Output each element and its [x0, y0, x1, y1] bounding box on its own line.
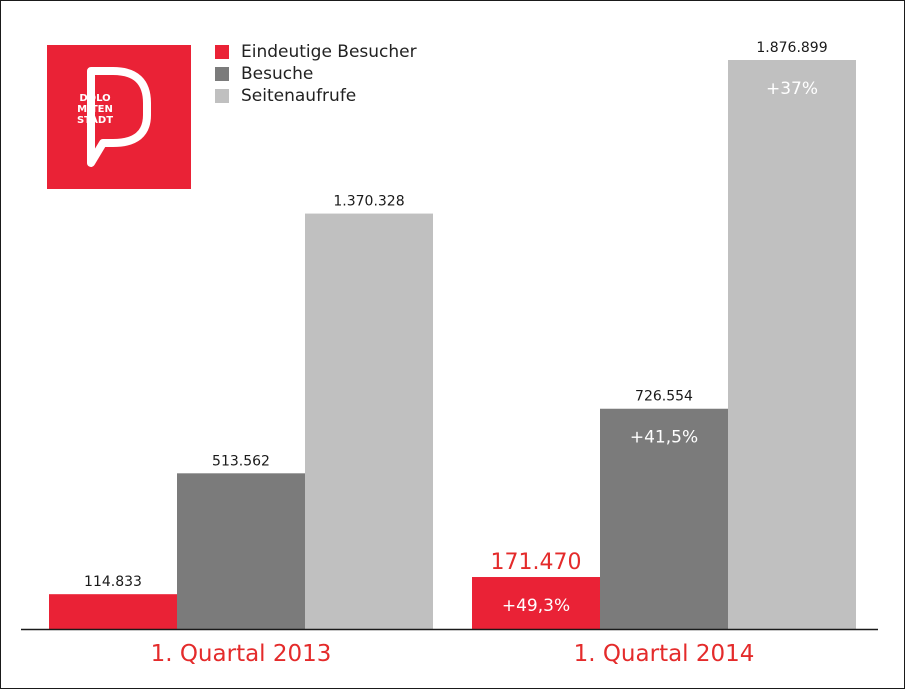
value-label-unique-visitors-2: 171.470: [491, 550, 582, 575]
legend-item-pageviews: Seitenaufrufe: [215, 85, 417, 107]
category-label-2: 1. Quartal 2014: [574, 641, 755, 667]
bar-unique-visitors-2: [472, 577, 600, 629]
legend-label-unique-visitors: Eindeutige Besucher: [241, 42, 417, 62]
value-label-pageviews-2: 1.876.899: [756, 40, 827, 56]
legend-label-pageviews: Seitenaufrufe: [241, 86, 357, 106]
legend-swatch-unique-visitors: [215, 45, 229, 59]
bar-pageviews-2: [728, 60, 856, 630]
legend-item-unique-visitors: Eindeutige Besucher: [215, 41, 417, 63]
value-label-visits-1: 513.562: [212, 453, 270, 469]
logo-text-line-2: MITEN: [77, 104, 113, 115]
legend-label-visits: Besuche: [241, 64, 314, 84]
dolomitenstadt-logo-icon: [47, 45, 191, 189]
value-label-unique-visitors-1: 114.833: [84, 574, 142, 590]
logo-text: DOLO MITEN STADT: [55, 93, 135, 126]
value-label-pageviews-1: 1.370.328: [333, 194, 404, 210]
bar-unique-visitors-1: [49, 594, 177, 629]
change-label-pageviews-2: +37%: [766, 79, 818, 99]
change-label-visits-2: +41,5%: [630, 428, 698, 448]
legend: Eindeutige Besucher Besuche Seitenaufruf…: [215, 41, 417, 107]
bar-visits-1: [177, 473, 305, 629]
dolomitenstadt-logo: DOLO MITEN STADT: [47, 45, 191, 189]
bar-visits-2: [600, 408, 728, 629]
change-label-unique-visitors-2: +49,3%: [502, 596, 570, 616]
value-label-visits-2: 726.554: [635, 389, 693, 405]
legend-swatch-visits: [215, 67, 229, 81]
legend-swatch-pageviews: [215, 89, 229, 103]
logo-text-line-3: STADT: [76, 115, 114, 126]
category-label-1: 1. Quartal 2013: [151, 641, 332, 667]
bar-pageviews-1: [305, 213, 433, 629]
logo-text-line-1: DOLO: [79, 93, 111, 104]
legend-item-visits: Besuche: [215, 63, 417, 85]
